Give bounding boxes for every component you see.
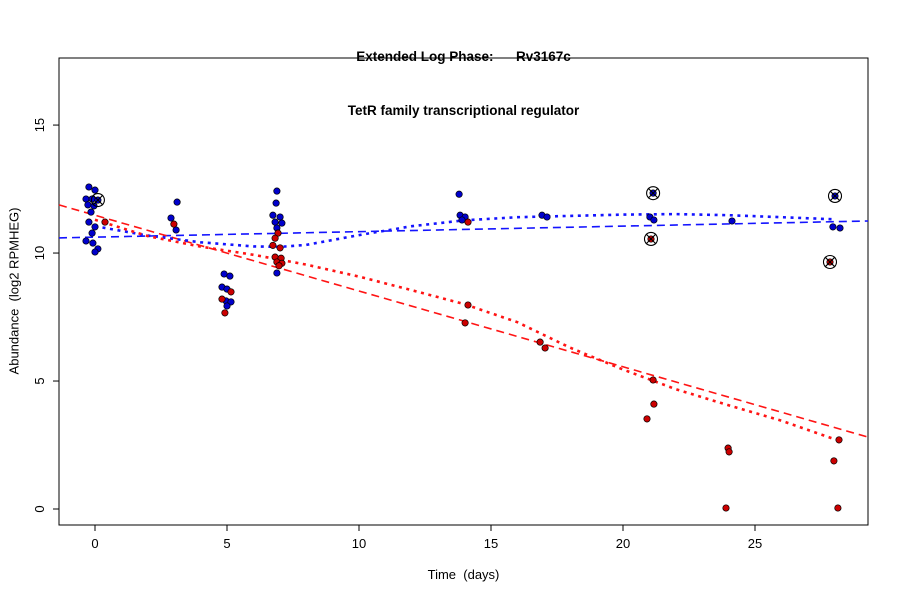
blue_replicates-point (273, 187, 281, 195)
x-tick-label: 20 (616, 536, 630, 551)
x-tick-label: 25 (748, 536, 762, 551)
blue_replicates-point (173, 198, 181, 206)
blue_replicates-point (91, 248, 99, 256)
blue_replicates-point (226, 272, 234, 280)
x-tick-label: 5 (223, 536, 230, 551)
blue_replicates-point (167, 214, 175, 222)
red_replicates-point (835, 436, 843, 444)
chart-title-block: Extended Log Phase: Rv3167c TetR family … (59, 12, 868, 156)
x-tick-label: 15 (484, 536, 498, 551)
flagged-circle-x-icon (822, 254, 838, 270)
red_replicates-point (227, 288, 235, 296)
blue_replicates-point (650, 216, 658, 224)
blue_replicates-point (91, 223, 99, 231)
blue_replicates-point (91, 186, 99, 194)
blue_replicates-point (223, 302, 231, 310)
red_replicates-point (834, 504, 842, 512)
blue_replicates-point (829, 223, 837, 231)
y-axis-label: Abundance (log2 RPMHEG) (6, 207, 22, 375)
red_replicates-point (650, 400, 658, 408)
red_replicates-point (722, 504, 730, 512)
flagged-circle-x-icon (646, 186, 661, 201)
red_replicates-point (725, 448, 733, 456)
flagged-x-stroke (92, 194, 104, 206)
y-tick-label: 5 (32, 377, 47, 384)
red_replicates-point (830, 457, 838, 465)
red_replicates-point (649, 376, 657, 384)
x-tick-label: 10 (352, 536, 366, 551)
blue_replicates-point (271, 218, 279, 226)
blue_replicates-point (85, 218, 93, 226)
blue_replicates-point (728, 217, 736, 225)
flagged-x-stroke (829, 190, 841, 202)
red_replicates-point (536, 338, 544, 346)
red_replicates-point (464, 218, 472, 226)
blue_replicates-point (84, 201, 92, 209)
red_smooth_fit-line (94, 218, 835, 441)
red_replicates-point (461, 319, 469, 327)
blue_replicates-point (87, 208, 95, 216)
x-tick-label: 0 (91, 536, 98, 551)
red_replicates-point (464, 301, 472, 309)
x-axis-label: Time (days) (427, 567, 500, 582)
blue_replicates-point (172, 226, 180, 234)
blue_replicates-point (220, 270, 228, 278)
flagged-x-stroke (647, 187, 659, 199)
red_replicates-point (218, 295, 226, 303)
blue_replicates-point (278, 219, 286, 227)
blue_replicates-point (543, 213, 551, 221)
blue_replicates-point (82, 195, 90, 203)
blue_replicates-point (82, 237, 90, 245)
flagged-x-stroke (824, 256, 836, 268)
blue_replicates-point (85, 183, 93, 191)
blue_smooth_fit-line (94, 212, 835, 249)
flagged-x-stroke (645, 233, 657, 245)
red_replicates-point (269, 241, 277, 249)
y-tick-label: 10 (32, 246, 47, 260)
chart-subtitle: TetR family transcriptional regulator (347, 103, 580, 118)
blue_replicates-point (88, 229, 96, 237)
blue_replicates-point (272, 199, 280, 207)
y-tick-label: 0 (32, 505, 47, 512)
red_replicates-point (101, 218, 109, 226)
flagged-circle-x-icon (90, 193, 105, 208)
red_replicates-point (275, 262, 283, 270)
red_replicates-point (271, 234, 279, 242)
plot-box (58, 57, 869, 526)
blue_replicates-point (836, 224, 844, 232)
blue_linear_fit-line (58, 220, 869, 239)
red_replicates-point (221, 309, 229, 317)
blue_replicates-point (269, 211, 277, 219)
blue_replicates-point (89, 239, 97, 247)
red_replicates-point (643, 415, 651, 423)
flagged-circle-x-icon (827, 188, 843, 204)
red_replicates-point (170, 220, 178, 228)
flagged-circle-x-icon (643, 231, 659, 247)
blue_replicates-point (455, 190, 463, 198)
red_replicates-point (276, 244, 284, 252)
blue_replicates-point (458, 216, 466, 224)
chart-title: Extended Log Phase: Rv3167c (356, 49, 571, 64)
red_replicates-point (541, 344, 549, 352)
blue_replicates-point (276, 213, 284, 221)
blue_replicates-point (273, 269, 281, 277)
y-tick-label: 15 (32, 118, 47, 132)
